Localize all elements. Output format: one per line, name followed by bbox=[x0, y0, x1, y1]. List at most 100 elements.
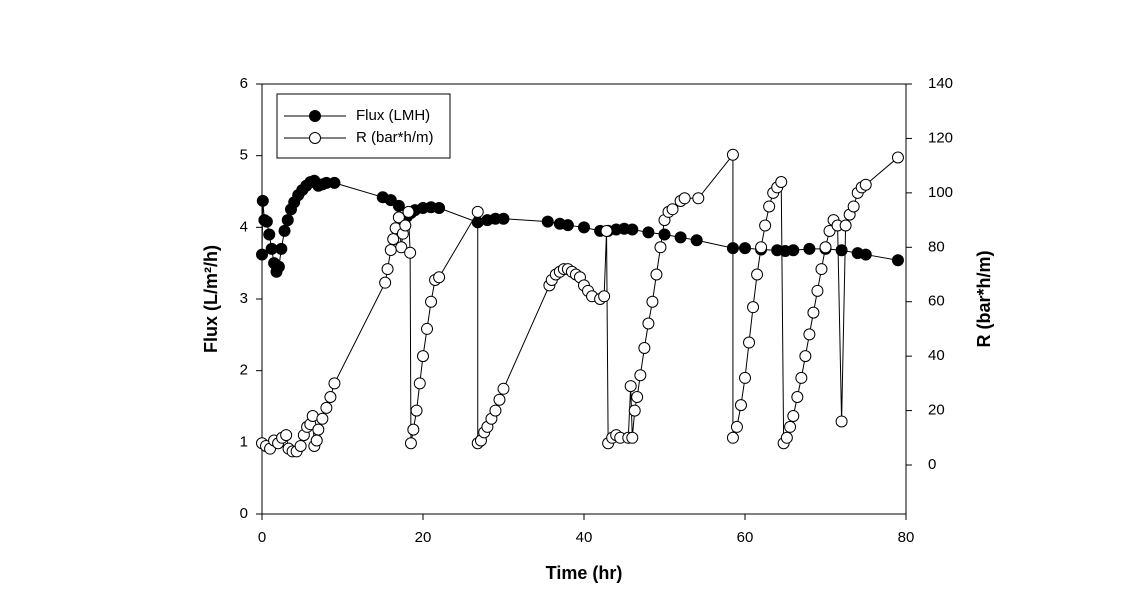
data-point bbox=[803, 242, 816, 255]
x-axis-title: Time (hr) bbox=[546, 563, 623, 583]
data-point bbox=[387, 233, 400, 246]
y2-tick-label: 120 bbox=[928, 129, 953, 146]
data-point bbox=[859, 178, 872, 191]
data-point bbox=[493, 393, 506, 406]
data-point bbox=[328, 377, 341, 390]
data-point bbox=[726, 148, 739, 161]
legend-label: Flux (LMH) bbox=[356, 107, 430, 124]
data-point bbox=[404, 246, 417, 259]
data-point bbox=[634, 369, 647, 382]
data-point bbox=[747, 301, 760, 314]
data-point bbox=[835, 244, 848, 257]
data-point bbox=[654, 241, 667, 254]
data-point bbox=[497, 212, 510, 225]
data-point bbox=[787, 244, 800, 257]
y-tick-label: 4 bbox=[240, 218, 248, 235]
data-point bbox=[598, 290, 611, 303]
data-point bbox=[658, 228, 671, 241]
data-point bbox=[759, 219, 772, 232]
data-point bbox=[417, 350, 429, 363]
data-point bbox=[541, 215, 554, 228]
data-point bbox=[421, 322, 434, 335]
data-point bbox=[847, 200, 860, 213]
data-point bbox=[795, 371, 808, 384]
data-point bbox=[310, 434, 323, 447]
data-point bbox=[763, 200, 776, 213]
y2-tick-label: 80 bbox=[928, 238, 945, 255]
data-point bbox=[674, 231, 687, 244]
legend-marker bbox=[309, 110, 321, 122]
data-point bbox=[791, 390, 804, 403]
data-point bbox=[281, 214, 294, 227]
y2-tick-label: 140 bbox=[928, 75, 953, 92]
data-point bbox=[600, 224, 613, 237]
data-point bbox=[803, 328, 816, 341]
data-point bbox=[395, 241, 408, 254]
data-point bbox=[628, 404, 641, 417]
data-point bbox=[650, 268, 663, 281]
y2-tick-label: 40 bbox=[928, 347, 945, 364]
data-point bbox=[379, 276, 392, 289]
data-point bbox=[404, 437, 417, 450]
data-point bbox=[859, 248, 872, 261]
data-point bbox=[316, 412, 329, 425]
data-point bbox=[811, 284, 824, 297]
x-tick-label: 80 bbox=[898, 529, 915, 546]
data-point bbox=[692, 192, 705, 205]
legend-marker bbox=[309, 132, 321, 144]
data-point bbox=[413, 377, 426, 390]
data-point bbox=[631, 390, 644, 403]
data-point bbox=[578, 221, 590, 234]
data-point bbox=[324, 390, 337, 403]
data-point bbox=[690, 234, 703, 247]
data-point bbox=[730, 420, 743, 433]
data-point bbox=[561, 219, 574, 232]
data-point bbox=[278, 224, 291, 237]
data-point bbox=[294, 439, 307, 452]
data-point bbox=[320, 401, 333, 414]
y2-tick-label: 0 bbox=[928, 456, 936, 473]
data-point bbox=[784, 420, 797, 433]
data-point bbox=[392, 211, 405, 224]
data-point bbox=[807, 306, 820, 319]
data-point bbox=[642, 226, 655, 239]
data-point bbox=[410, 404, 423, 417]
data-point bbox=[678, 192, 691, 205]
data-point bbox=[433, 201, 446, 214]
data-point bbox=[839, 219, 852, 232]
data-point bbox=[815, 263, 828, 276]
y2-tick-label: 60 bbox=[928, 293, 945, 310]
data-point bbox=[739, 242, 751, 255]
data-point bbox=[425, 295, 438, 308]
data-point bbox=[399, 219, 412, 232]
data-point bbox=[739, 371, 751, 384]
series-line bbox=[261, 153, 899, 452]
y-tick-label: 3 bbox=[240, 290, 248, 307]
data-point bbox=[407, 423, 420, 436]
y-tick-label: 0 bbox=[240, 505, 248, 522]
y2-tick-label: 20 bbox=[928, 402, 945, 419]
data-point bbox=[402, 205, 415, 218]
data-point bbox=[624, 380, 637, 393]
y2-tick-label: 100 bbox=[928, 184, 953, 201]
data-point bbox=[626, 431, 639, 444]
data-point bbox=[384, 244, 397, 257]
x-tick-label: 40 bbox=[576, 529, 593, 546]
data-point bbox=[755, 241, 768, 254]
y-tick-label: 1 bbox=[240, 433, 248, 450]
data-point bbox=[835, 415, 848, 428]
legend-label: R (bar*h/m) bbox=[356, 129, 434, 146]
data-point bbox=[275, 242, 288, 255]
data-point bbox=[751, 268, 764, 281]
data-point bbox=[638, 341, 651, 354]
data-point bbox=[489, 404, 502, 417]
data-point bbox=[392, 199, 405, 212]
data-point bbox=[272, 260, 285, 273]
data-point bbox=[642, 317, 655, 330]
data-point bbox=[260, 215, 273, 228]
data-point bbox=[312, 423, 325, 436]
data-point bbox=[433, 271, 446, 284]
data-point bbox=[780, 431, 793, 444]
data-point bbox=[626, 223, 639, 236]
